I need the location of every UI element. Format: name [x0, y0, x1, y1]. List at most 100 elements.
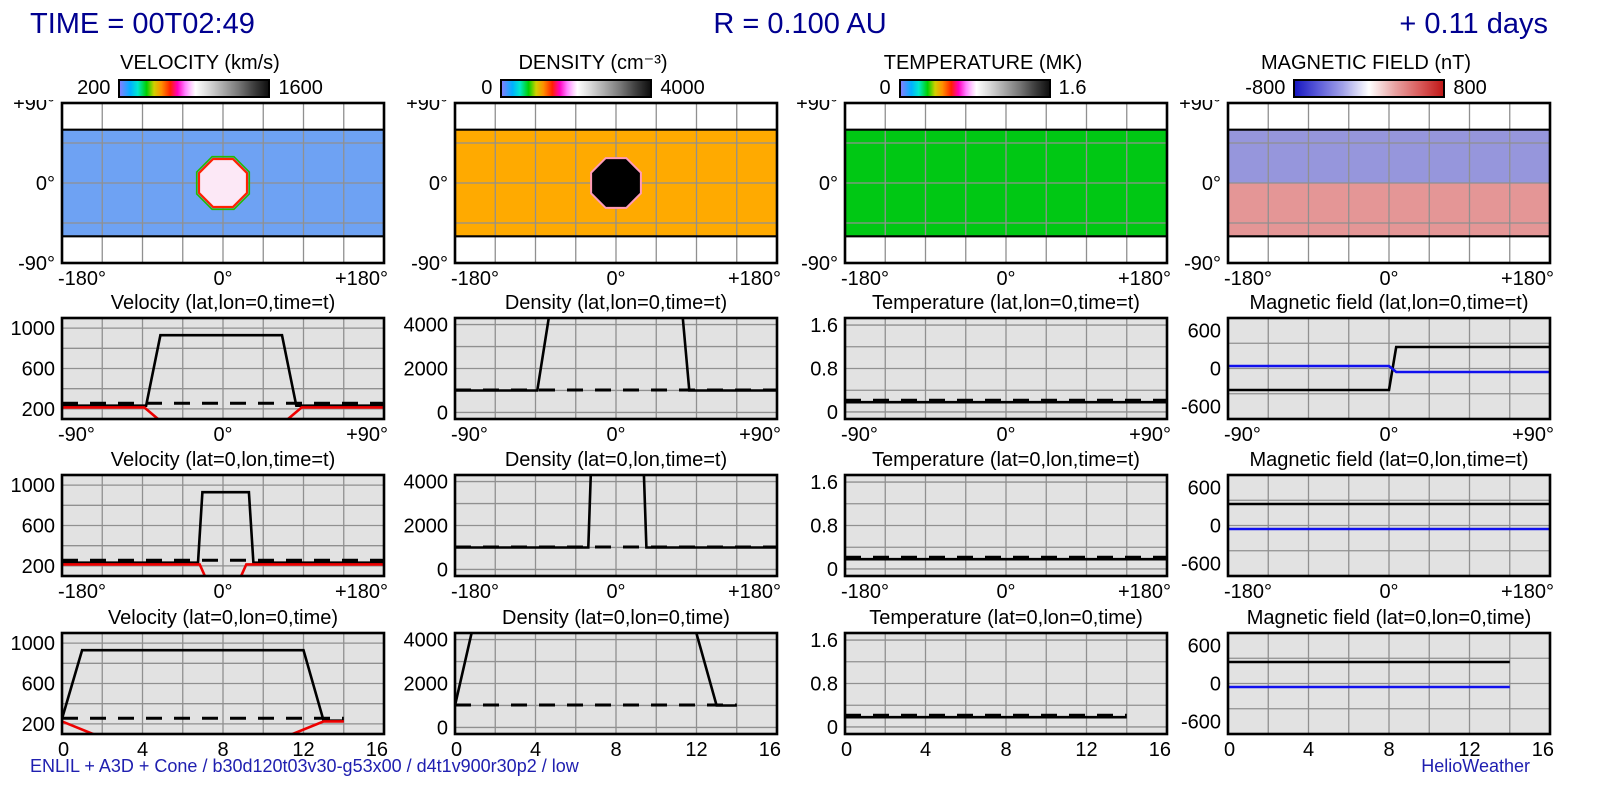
svg-text:2000: 2000: [404, 359, 449, 381]
svg-text:-90°: -90°: [18, 253, 55, 275]
svg-text:Temperature (lat=0,lon=0,time): Temperature (lat=0,lon=0,time): [869, 607, 1142, 629]
velocity-colorbar-max: 1600: [278, 77, 323, 99]
density-colorbar-title: DENSITY (cm⁻³): [518, 52, 668, 74]
svg-text:Density (lat=0,lon,time=t): Density (lat=0,lon,time=t): [505, 449, 727, 471]
svg-text:0: 0: [827, 559, 838, 581]
svg-text:600: 600: [22, 674, 55, 696]
svg-text:+90°: +90°: [406, 100, 448, 115]
svg-text:0°: 0°: [1379, 581, 1398, 603]
svg-text:8: 8: [1383, 739, 1394, 761]
svg-text:Magnetic field (lat=0,lon=0,ti: Magnetic field (lat=0,lon=0,time): [1247, 607, 1532, 629]
svg-text:Magnetic field (lat=0,lon,time: Magnetic field (lat=0,lon,time=t): [1249, 449, 1528, 471]
temperature-colorbar-gradient: [898, 79, 1051, 98]
svg-text:0: 0: [1210, 516, 1221, 538]
svg-text:-180°: -180°: [58, 268, 106, 290]
chart-density-vs-lat: Density (lat,lon=0,time=t) -90° 0° +90° 0 200…: [393, 290, 793, 450]
svg-text:1.6: 1.6: [810, 472, 838, 494]
svg-text:1000: 1000: [11, 475, 56, 497]
svg-text:0°: 0°: [1379, 268, 1398, 290]
chart-velocity-vs-time: Velocity (lat=0,lon=0,time) 0 4 8 12 16 200 600…: [0, 605, 400, 765]
magnetic-field-colorbar-title: MAGNETIC FIELD (nT): [1260, 52, 1471, 74]
svg-text:12: 12: [685, 739, 707, 761]
svg-text:0: 0: [1224, 739, 1235, 761]
svg-text:-180°: -180°: [58, 581, 106, 603]
temperature-colorbar-max: 1.6: [1058, 77, 1087, 99]
chart-temperature-vs-lat: Temperature (lat,lon=0,time=t) -90° 0° +90°…: [783, 290, 1183, 450]
svg-text:0°: 0°: [996, 268, 1015, 290]
magnetic-field-colorbar-min: -800: [1245, 77, 1286, 99]
velocity-colorbar-min: 200: [77, 77, 111, 99]
map-svg-density-map: -180° 0° +180° +90° 0° -90°: [406, 100, 781, 290]
svg-text:-180°: -180°: [841, 581, 889, 603]
svg-text:0°: 0°: [213, 424, 232, 446]
svg-text:0: 0: [841, 739, 852, 761]
svg-text:200: 200: [22, 556, 55, 578]
velocity-colorbar-title: VELOCITY (km/s): [120, 52, 280, 74]
svg-text:0°: 0°: [996, 424, 1015, 446]
svg-text:-600: -600: [1181, 396, 1221, 418]
chart-magnetic-field-map: -180° 0° +180° +90° 0° -90°: [1166, 100, 1566, 293]
chart-velocity-vs-lon: Velocity (lat=0,lon,time=t) -180° 0° +180° 2…: [0, 447, 400, 607]
svg-text:0°: 0°: [1202, 173, 1221, 195]
svg-text:0: 0: [58, 739, 69, 761]
svg-text:-90°: -90°: [1184, 253, 1221, 275]
temperature-colorbar: TEMPERATURE (MK) 0 1.6: [783, 52, 1183, 100]
svg-text:200: 200: [22, 399, 55, 421]
svg-text:16: 16: [1149, 739, 1171, 761]
svg-text:-90°: -90°: [1224, 424, 1261, 446]
chart-velocity-map: -180° 0° +180° +90° 0° -90°: [0, 100, 400, 293]
chart-magnetic-field-vs-lon: Magnetic field (lat=0,lon,time=t) -180° 0°…: [1166, 447, 1566, 607]
chart-density-vs-lon: Density (lat=0,lon,time=t) -180° 0° +180° 0 2…: [393, 447, 793, 607]
chart-density-map: -180° 0° +180° +90° 0° -90°: [393, 100, 793, 293]
temperature-column: TEMPERATURE (MK) 0 1.6 -180° 0° +180° +90° 0…: [783, 0, 1183, 800]
svg-text:+180°: +180°: [1501, 581, 1554, 603]
brand-label: HelioWeather: [1421, 756, 1530, 776]
density-colorbar-max: 4000: [660, 77, 705, 99]
svg-text:0°: 0°: [1379, 424, 1398, 446]
svg-text:0°: 0°: [429, 173, 448, 195]
svg-text:+180°: +180°: [1118, 581, 1171, 603]
svg-text:0°: 0°: [996, 581, 1015, 603]
svg-text:-180°: -180°: [1224, 268, 1272, 290]
svg-text:-180°: -180°: [841, 268, 889, 290]
svg-text:12: 12: [1075, 739, 1097, 761]
svg-text:2000: 2000: [404, 674, 449, 696]
svg-text:-90°: -90°: [801, 253, 838, 275]
svg-text:Temperature (lat,lon=0,time=t): Temperature (lat,lon=0,time=t): [872, 292, 1140, 314]
magnetic-field-colorbar-max: 800: [1453, 77, 1487, 99]
map-svg-temperature-map: -180° 0° +180° +90° 0° -90°: [796, 100, 1171, 290]
svg-text:1.6: 1.6: [810, 315, 838, 337]
svg-text:Velocity (lat=0,lon,time=t): Velocity (lat=0,lon,time=t): [111, 449, 336, 471]
svg-text:0: 0: [827, 717, 838, 739]
svg-text:Density (lat,lon=0,time=t): Density (lat,lon=0,time=t): [505, 292, 727, 314]
svg-text:+180°: +180°: [1501, 268, 1554, 290]
svg-text:+90°: +90°: [739, 424, 781, 446]
svg-text:0: 0: [1210, 674, 1221, 696]
plot-svg-velocity-vs-lon: Velocity (lat=0,lon,time=t) -180° 0° +180° 2…: [11, 449, 389, 603]
svg-text:0°: 0°: [819, 173, 838, 195]
chart-magnetic-field-vs-lat: Magnetic field (lat,lon=0,time=t) -90° 0° +…: [1166, 290, 1566, 450]
svg-text:0: 0: [437, 717, 448, 739]
svg-text:-90°: -90°: [411, 253, 448, 275]
plot-svg-magnetic-field-vs-lat: Magnetic field (lat,lon=0,time=t) -90° 0° +…: [1181, 292, 1554, 446]
svg-text:16: 16: [366, 739, 388, 761]
svg-text:0°: 0°: [36, 173, 55, 195]
model-run-label: ENLIL + A3D + Cone / b30d120t03v30-g53x0…: [30, 756, 579, 776]
density-column: DENSITY (cm⁻³) 0 4000 -180° 0° +180° +90° 0°…: [393, 0, 793, 800]
svg-text:600: 600: [1188, 636, 1221, 658]
temperature-colorbar-title: TEMPERATURE (MK): [883, 52, 1083, 74]
magnetic-field-colorbar-gradient: [1293, 79, 1446, 98]
svg-text:16: 16: [759, 739, 781, 761]
svg-text:200: 200: [22, 714, 55, 736]
svg-text:-180°: -180°: [451, 268, 499, 290]
svg-text:8: 8: [610, 739, 621, 761]
svg-text:0°: 0°: [606, 268, 625, 290]
svg-text:4: 4: [1303, 739, 1314, 761]
map-svg-velocity-map: -180° 0° +180° +90° 0° -90°: [13, 100, 388, 290]
svg-text:4000: 4000: [404, 315, 449, 337]
plot-svg-temperature-vs-lat: Temperature (lat,lon=0,time=t) -90° 0° +90°…: [810, 292, 1171, 446]
svg-text:4: 4: [530, 739, 541, 761]
svg-text:0: 0: [1210, 359, 1221, 381]
svg-text:0: 0: [437, 559, 448, 581]
